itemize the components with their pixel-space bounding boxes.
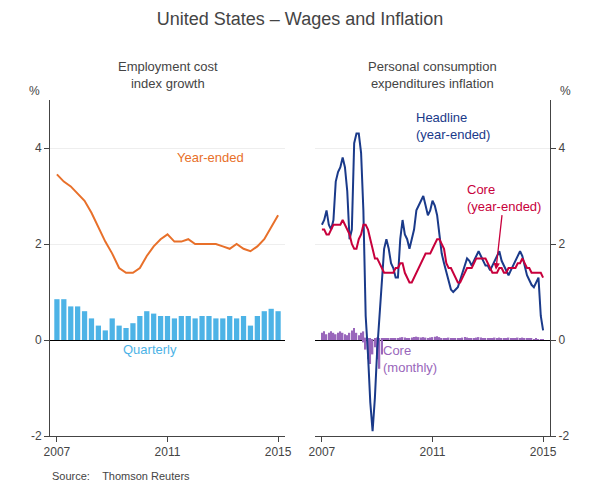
svg-text:2011: 2011 (420, 445, 446, 459)
svg-text:2011: 2011 (155, 445, 181, 459)
svg-text:0: 0 (558, 333, 565, 347)
svg-text:Quarterly: Quarterly (123, 342, 177, 357)
svg-text:2: 2 (35, 237, 42, 251)
svg-text:2015: 2015 (530, 445, 557, 459)
svg-text:0: 0 (35, 333, 42, 347)
svg-text:-2: -2 (31, 429, 42, 443)
svg-text:Source: Thomson Reuters: Source: Thomson Reuters (52, 470, 190, 482)
svg-text:2015: 2015 (265, 445, 292, 459)
svg-text:2: 2 (558, 237, 565, 251)
svg-text:United States – Wages and Infl: United States – Wages and Inflation (157, 9, 444, 29)
svg-text:Core(monthly): Core(monthly) (383, 343, 437, 375)
svg-text:4: 4 (35, 141, 42, 155)
svg-text:Core(year-ended): Core(year-ended) (467, 182, 541, 214)
svg-text:Employment costindex growth: Employment costindex growth (118, 59, 218, 91)
svg-text:Year-ended: Year-ended (177, 150, 244, 165)
svg-text:-2: -2 (558, 429, 569, 443)
svg-text:%: % (560, 84, 571, 98)
svg-text:4: 4 (558, 141, 565, 155)
svg-text:%: % (29, 84, 40, 98)
svg-text:2007: 2007 (309, 445, 336, 459)
svg-text:2007: 2007 (44, 445, 71, 459)
svg-text:Headline(year-ended): Headline(year-ended) (416, 110, 490, 142)
svg-text:Personal consumptionexpenditur: Personal consumptionexpenditures inflati… (368, 59, 497, 91)
